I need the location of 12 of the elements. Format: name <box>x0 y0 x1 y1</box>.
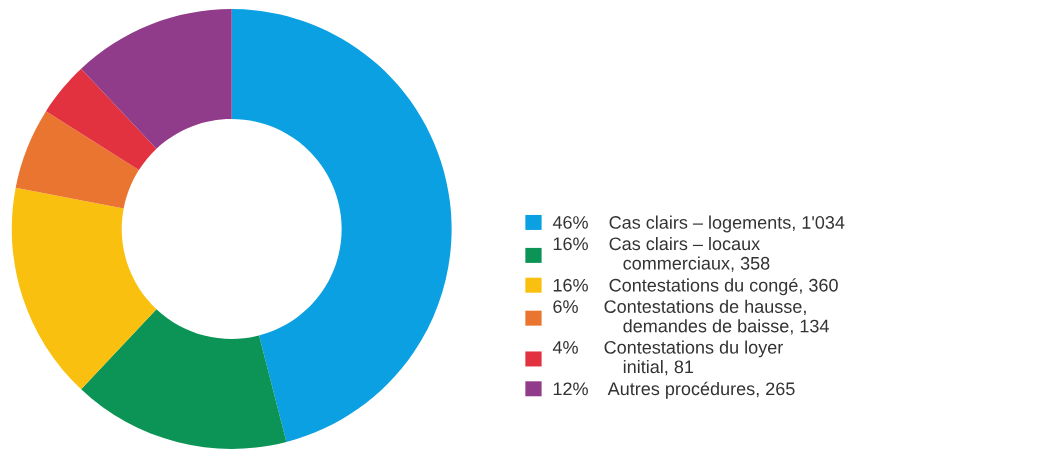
donut-slice <box>231 9 452 443</box>
donut-slice <box>81 309 287 449</box>
donut-slice <box>46 68 157 171</box>
legend-label: 16% Contestations du congé, 360 <box>553 278 838 296</box>
legend-label: 6% Contestations de hausse, demandes de baisse, 134 <box>553 299 829 335</box>
legend-label: 12% Autres procédures, 265 <box>553 381 795 399</box>
legend-label: 16% Cas clairs – locaux commerciaux, 358 <box>553 236 770 272</box>
legend-label: 4% Contestations du loyer initial, 81 <box>552 340 783 376</box>
donut-slice <box>15 111 139 209</box>
donut-slice <box>11 187 157 390</box>
donut-slice <box>81 9 232 149</box>
legend-label: 46% Cas clairs – logements, 1'034 <box>552 215 845 233</box>
